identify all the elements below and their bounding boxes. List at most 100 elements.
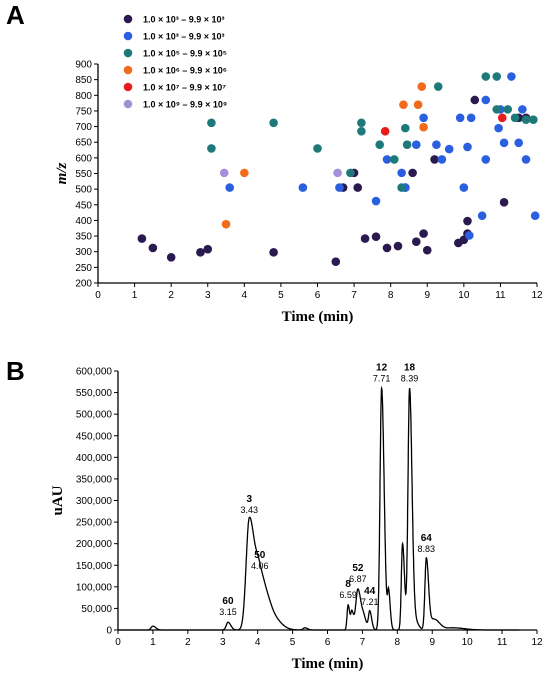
data-point xyxy=(196,248,205,257)
data-point xyxy=(408,168,417,178)
data-point xyxy=(494,123,503,133)
y-tick-label: 500 xyxy=(75,185,92,196)
panel-label-a: A xyxy=(6,0,25,30)
data-point xyxy=(521,115,531,124)
legend-marker xyxy=(123,14,133,24)
peak-number-label: 64 xyxy=(421,533,433,544)
scatter-chart: 0 1 2 3 4 5 6 7 8 9 10 11 12200250300350400450500550… xyxy=(54,14,543,326)
x-tick-label: 2 xyxy=(185,637,191,648)
data-point xyxy=(269,118,278,128)
data-point xyxy=(346,168,355,178)
data-point xyxy=(444,144,454,154)
y-tick-label: 450 xyxy=(75,200,92,211)
data-point xyxy=(465,231,474,240)
y-tick-label: 200 xyxy=(75,279,92,290)
data-point xyxy=(399,100,408,109)
x-tick-label: 11 xyxy=(497,637,508,648)
y-tick-label: 350,000 xyxy=(76,474,113,485)
peak-time-label: 8.83 xyxy=(418,544,436,554)
data-point xyxy=(499,197,509,207)
data-point xyxy=(375,140,384,150)
legend-label: 1.0 × 10⁵ – 9.9 × 10⁵ xyxy=(143,49,227,59)
data-point xyxy=(413,100,423,109)
y-tick-label: 150,000 xyxy=(76,561,113,572)
y-tick-label: 800 xyxy=(75,91,92,102)
y-tick-label: 750 xyxy=(75,106,92,117)
legend-label: 1.0 × 10³ – 9.9 × 10³ xyxy=(143,15,225,25)
data-point xyxy=(148,243,158,253)
data-point xyxy=(497,113,507,123)
data-point xyxy=(353,183,363,192)
x-tick-label: 1 xyxy=(150,637,156,648)
x-tick-label: 1 xyxy=(132,290,138,301)
data-point xyxy=(219,168,229,178)
data-point xyxy=(514,138,524,148)
peak-time-label: 6.87 xyxy=(349,574,367,584)
data-point xyxy=(466,113,476,123)
peak-time-label: 6.59 xyxy=(339,590,357,600)
data-point xyxy=(402,140,412,150)
data-point xyxy=(207,118,216,128)
x-tick-label: 6 xyxy=(315,290,321,301)
peak-number-label: 8 xyxy=(345,579,351,590)
peak-number-label: 18 xyxy=(404,362,416,373)
x-tick-label: 5 xyxy=(290,637,296,648)
data-point xyxy=(313,144,322,153)
data-point xyxy=(393,241,403,251)
legend-marker xyxy=(123,99,133,109)
peak-number-label: 50 xyxy=(254,550,266,561)
x-tick-label: 9 xyxy=(424,290,430,301)
data-point xyxy=(477,211,487,221)
data-point xyxy=(492,72,502,81)
x-tick-label: 4 xyxy=(242,290,248,301)
peak-time-label: 3.43 xyxy=(241,505,259,515)
x-tick-label: 7 xyxy=(360,637,366,648)
data-point xyxy=(430,155,439,164)
data-point xyxy=(371,232,381,241)
y-tick-label: 100,000 xyxy=(76,582,113,593)
data-point xyxy=(422,245,432,255)
data-point xyxy=(166,253,176,262)
x-tick-label: 0 xyxy=(115,637,121,648)
y-tick-label: 600 xyxy=(75,153,92,164)
x-tick-label: 0 xyxy=(95,290,101,301)
y-tick-label: 250 xyxy=(75,263,92,274)
legend-label: 1.0 × 10³ – 9.9 × 10³ xyxy=(143,32,225,42)
y-tick-label: 600,000 xyxy=(76,367,113,378)
y-tick-label: 400 xyxy=(75,216,92,227)
data-point xyxy=(507,72,516,81)
peak-time-label: 8.39 xyxy=(401,373,419,383)
x-tick-label: 7 xyxy=(351,290,357,301)
panel-label-b: B xyxy=(6,356,25,386)
data-point xyxy=(203,244,213,254)
data-point xyxy=(382,243,392,253)
legend-label: 1.0 × 10⁹ – 9.9 × 10⁹ xyxy=(143,100,227,110)
y-tick-label: 550,000 xyxy=(76,388,113,399)
y-tick-label: 300,000 xyxy=(76,496,113,507)
x-tick-label: 8 xyxy=(388,290,394,301)
data-point xyxy=(459,183,469,192)
x-axis-title: Time (min) xyxy=(282,309,354,325)
legend-label: 1.0 × 10⁷ – 9.9 × 10⁷ xyxy=(143,83,226,93)
y-tick-label: 650 xyxy=(75,138,92,149)
x-tick-label: 10 xyxy=(458,290,470,301)
peak-number-label: 12 xyxy=(376,362,388,373)
y-tick-label: 900 xyxy=(75,60,92,71)
y-axis-title: uAU xyxy=(50,485,66,515)
data-point xyxy=(137,234,147,243)
x-tick-label: 5 xyxy=(278,290,284,301)
data-point xyxy=(411,140,421,150)
y-tick-label: 250,000 xyxy=(76,518,113,529)
data-point xyxy=(481,155,491,164)
data-point xyxy=(530,211,540,221)
y-tick-label: 850 xyxy=(75,75,92,86)
data-point xyxy=(499,138,509,148)
x-tick-label: 11 xyxy=(495,290,506,301)
y-tick-label: 500,000 xyxy=(76,410,113,421)
data-point xyxy=(463,142,472,152)
data-point xyxy=(419,122,428,132)
data-point xyxy=(401,123,410,133)
data-point xyxy=(433,82,443,91)
data-point xyxy=(371,196,381,206)
